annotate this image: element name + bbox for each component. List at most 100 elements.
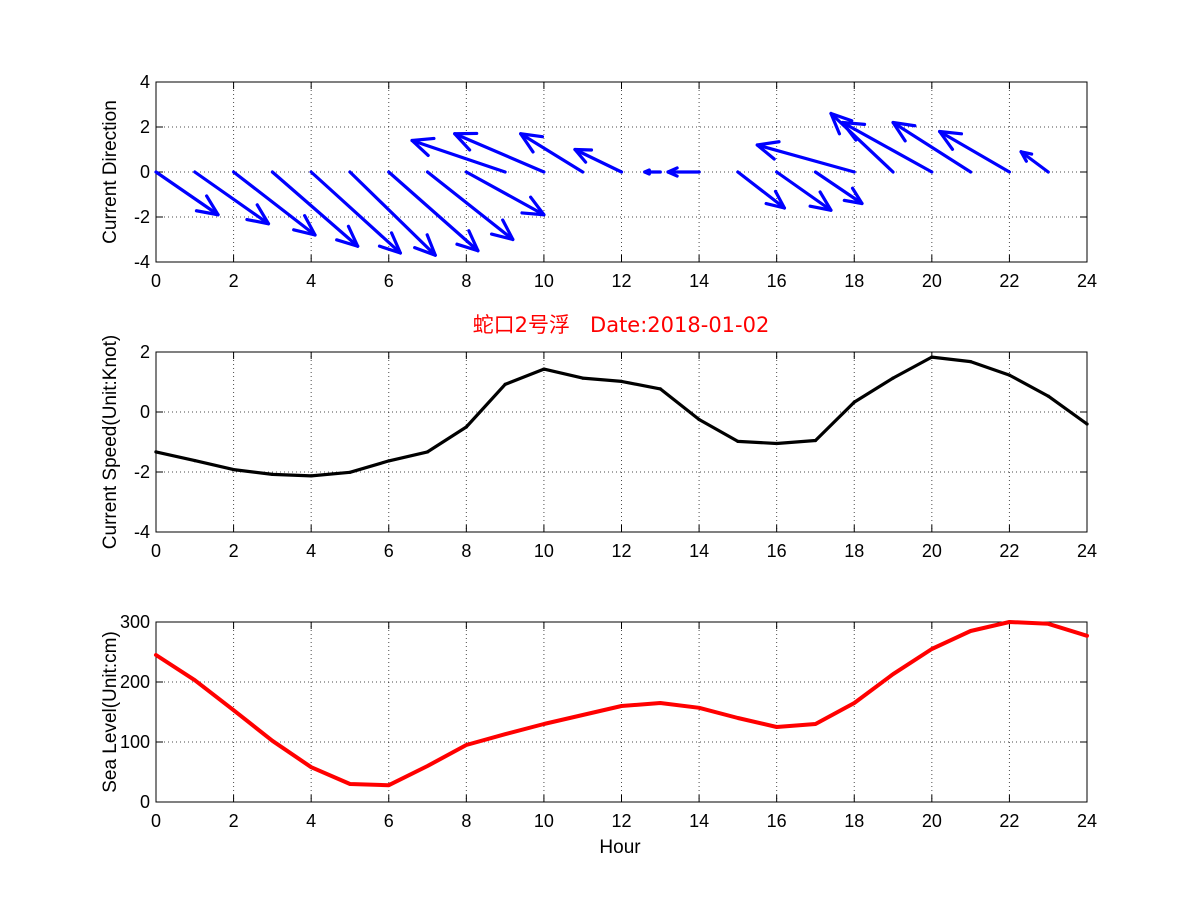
x-tick-label: 4 xyxy=(306,811,316,831)
x-tick-label: 6 xyxy=(384,271,394,291)
sea-level-data-point xyxy=(813,722,818,726)
y-tick-label: 2 xyxy=(140,117,150,137)
y-axis-label: Sea Level(Unit:cm) xyxy=(100,631,121,793)
y-tick-label: 0 xyxy=(140,402,150,422)
sea-level-data-point xyxy=(464,743,468,747)
y-tick-label: 2 xyxy=(140,342,150,362)
sea-level-data-point xyxy=(542,722,546,726)
y-tick-label: 0 xyxy=(140,162,150,182)
speed-data-point xyxy=(1046,394,1050,398)
y-tick-label: -2 xyxy=(134,207,150,227)
y-tick-label: 0 xyxy=(140,792,150,812)
speed-data-point xyxy=(697,417,701,422)
direction-arrow xyxy=(755,140,856,174)
x-tick-label: 16 xyxy=(767,541,787,561)
y-tick-label: -2 xyxy=(134,462,150,482)
x-tick-label: 10 xyxy=(534,271,554,291)
speed-data-point xyxy=(425,450,430,454)
speed-data-point xyxy=(387,459,391,463)
speed-data-point xyxy=(619,379,624,383)
x-tick-label: 14 xyxy=(689,541,709,561)
x-tick-label: 18 xyxy=(844,541,864,561)
x-tick-label: 2 xyxy=(229,811,239,831)
x-tick-label: 4 xyxy=(306,541,316,561)
speed-data-point xyxy=(270,472,274,476)
sea-level-data-point xyxy=(852,701,856,705)
x-tick-label: 24 xyxy=(1077,541,1097,561)
direction-arrow xyxy=(1019,150,1050,174)
speed-data-point xyxy=(813,438,818,443)
x-tick-label: 8 xyxy=(461,811,471,831)
x-tick-label: 12 xyxy=(611,271,631,291)
x-tick-label: 2 xyxy=(229,541,239,561)
sea-level-data-point xyxy=(969,629,973,633)
y-tick-label: 4 xyxy=(140,72,150,92)
speed-data-point xyxy=(969,360,973,364)
x-tick-label: 6 xyxy=(384,541,394,561)
speed-data-point xyxy=(348,470,352,474)
direction-arrow xyxy=(453,131,546,174)
sea-level-data-point xyxy=(503,732,507,736)
direction-arrow xyxy=(270,170,360,248)
sea-level-data-point xyxy=(231,708,236,712)
speed-data-point xyxy=(658,387,662,391)
speed-data-point xyxy=(581,376,585,380)
direction-arrow xyxy=(464,170,546,217)
speed-data-point xyxy=(231,468,236,472)
y-tick-label: 300 xyxy=(120,612,150,632)
direction-arrow xyxy=(775,170,833,212)
x-tick-label: 22 xyxy=(999,811,1019,831)
x-tick-label: 20 xyxy=(922,541,942,561)
y-axis-label: Current Direction xyxy=(100,100,121,244)
x-tick-label: 16 xyxy=(767,271,787,291)
sea-level-data-point xyxy=(891,672,895,676)
x-tick-label: 4 xyxy=(306,271,316,291)
sea-level-data-point xyxy=(1046,622,1050,626)
direction-arrow xyxy=(231,170,317,237)
x-tick-label: 10 xyxy=(534,541,554,561)
speed-data-point xyxy=(542,367,546,371)
speed-data-point xyxy=(852,400,856,404)
sea-level-data-point xyxy=(775,725,779,729)
x-tick-label: 14 xyxy=(689,271,709,291)
direction-arrow xyxy=(937,129,1012,174)
x-tick-label: 24 xyxy=(1077,271,1097,291)
x-tick-label: 0 xyxy=(151,541,161,561)
sea-level-data-point xyxy=(154,653,158,657)
sea-level-data-point xyxy=(348,782,352,786)
y-axis-label: Current Speed(Unit:Knot) xyxy=(100,335,121,549)
direction-arrow xyxy=(309,170,402,255)
speed-data-point xyxy=(503,382,507,386)
sea-level-data-point xyxy=(425,764,430,768)
x-tick-label: 14 xyxy=(689,811,709,831)
x-axis-label: Hour xyxy=(599,837,641,858)
direction-arrow xyxy=(193,170,271,226)
direction-arrow xyxy=(891,120,973,174)
direction-arrow xyxy=(410,136,507,174)
speed-data-point xyxy=(193,459,197,463)
speed-data-point xyxy=(736,439,740,443)
sea-level-data-point xyxy=(309,765,313,769)
y-tick-label: 100 xyxy=(120,732,150,752)
y-tick-label: 200 xyxy=(120,672,150,692)
x-tick-label: 20 xyxy=(922,271,942,291)
x-tick-label: 24 xyxy=(1077,811,1097,831)
speed-data-point xyxy=(309,474,313,478)
direction-arrow xyxy=(666,166,701,178)
sea-level-data-point xyxy=(1085,634,1089,638)
sea-level-data-point xyxy=(930,647,934,651)
sea-level-data-point xyxy=(736,716,740,720)
direction-arrow xyxy=(736,170,787,210)
speed-data-point xyxy=(154,450,158,454)
chart-title: 蛇口2号浮 Date:2018-01-02 xyxy=(473,313,770,337)
speed-data-point xyxy=(891,376,895,380)
direction-arrow xyxy=(387,170,480,253)
speed-data-point xyxy=(1085,422,1089,426)
sea-level-data-point xyxy=(581,713,585,717)
direction-arrow xyxy=(643,168,662,176)
sea-level-data-point xyxy=(193,678,197,682)
sea-level-data-point xyxy=(697,706,701,710)
